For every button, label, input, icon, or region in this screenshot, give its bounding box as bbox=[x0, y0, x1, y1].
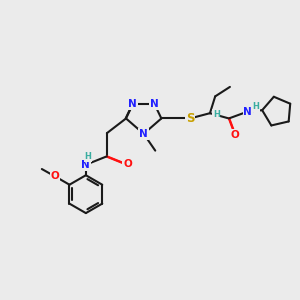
Text: H: H bbox=[85, 152, 92, 161]
Text: N: N bbox=[82, 160, 90, 170]
Text: H: H bbox=[213, 110, 220, 119]
Text: N: N bbox=[150, 99, 159, 110]
Text: O: O bbox=[231, 130, 240, 140]
Text: N: N bbox=[243, 106, 252, 116]
Text: O: O bbox=[51, 171, 59, 181]
Text: H: H bbox=[252, 102, 259, 111]
Text: N: N bbox=[128, 99, 137, 110]
Text: O: O bbox=[123, 159, 132, 169]
Text: N: N bbox=[139, 129, 148, 139]
Text: S: S bbox=[186, 112, 194, 125]
